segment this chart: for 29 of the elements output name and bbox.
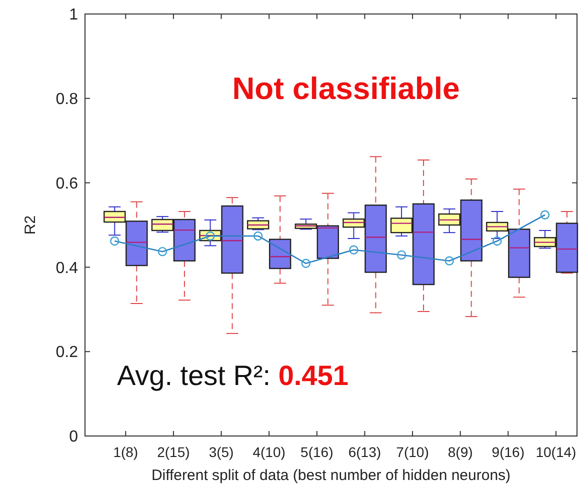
- point: [396, 250, 406, 260]
- y-tick-label: 0.2: [56, 344, 78, 362]
- x-tick-label: 4(10): [252, 444, 286, 460]
- x-tick-label: 3(5): [208, 444, 234, 460]
- annotation: Avg. test R²: 0.451: [117, 360, 348, 391]
- y-tick-label: 0.6: [56, 175, 78, 192]
- x-tick-label: 10(14): [536, 444, 576, 460]
- y-tick-label: 1: [69, 6, 78, 24]
- point: [158, 246, 168, 256]
- x-tick-label: 5(16): [300, 444, 334, 460]
- y-axis-title: R2: [22, 215, 39, 235]
- point: [444, 256, 454, 266]
- point: [110, 236, 120, 246]
- point: [301, 258, 310, 268]
- y-tick-label: 0.8: [56, 91, 78, 108]
- x-tick-label: 6(13): [348, 444, 382, 460]
- x-tick-label: 1(8): [113, 444, 138, 460]
- point: [540, 210, 550, 220]
- annotation: Not classifiable: [232, 71, 460, 106]
- point: [492, 236, 502, 246]
- point: [349, 245, 358, 254]
- x-tick-label: 9(16): [492, 444, 524, 460]
- x-tick-label: 8(9): [448, 444, 473, 460]
- x-tick-label: 2(15): [157, 444, 190, 460]
- x-axis-title: Different split of data (best number of hidden neurons): [151, 467, 511, 484]
- y-tick-label: 0: [69, 428, 78, 446]
- x-tick-label: 7(10): [396, 444, 429, 460]
- point: [253, 231, 263, 241]
- y-tick-label: 0.4: [56, 260, 78, 277]
